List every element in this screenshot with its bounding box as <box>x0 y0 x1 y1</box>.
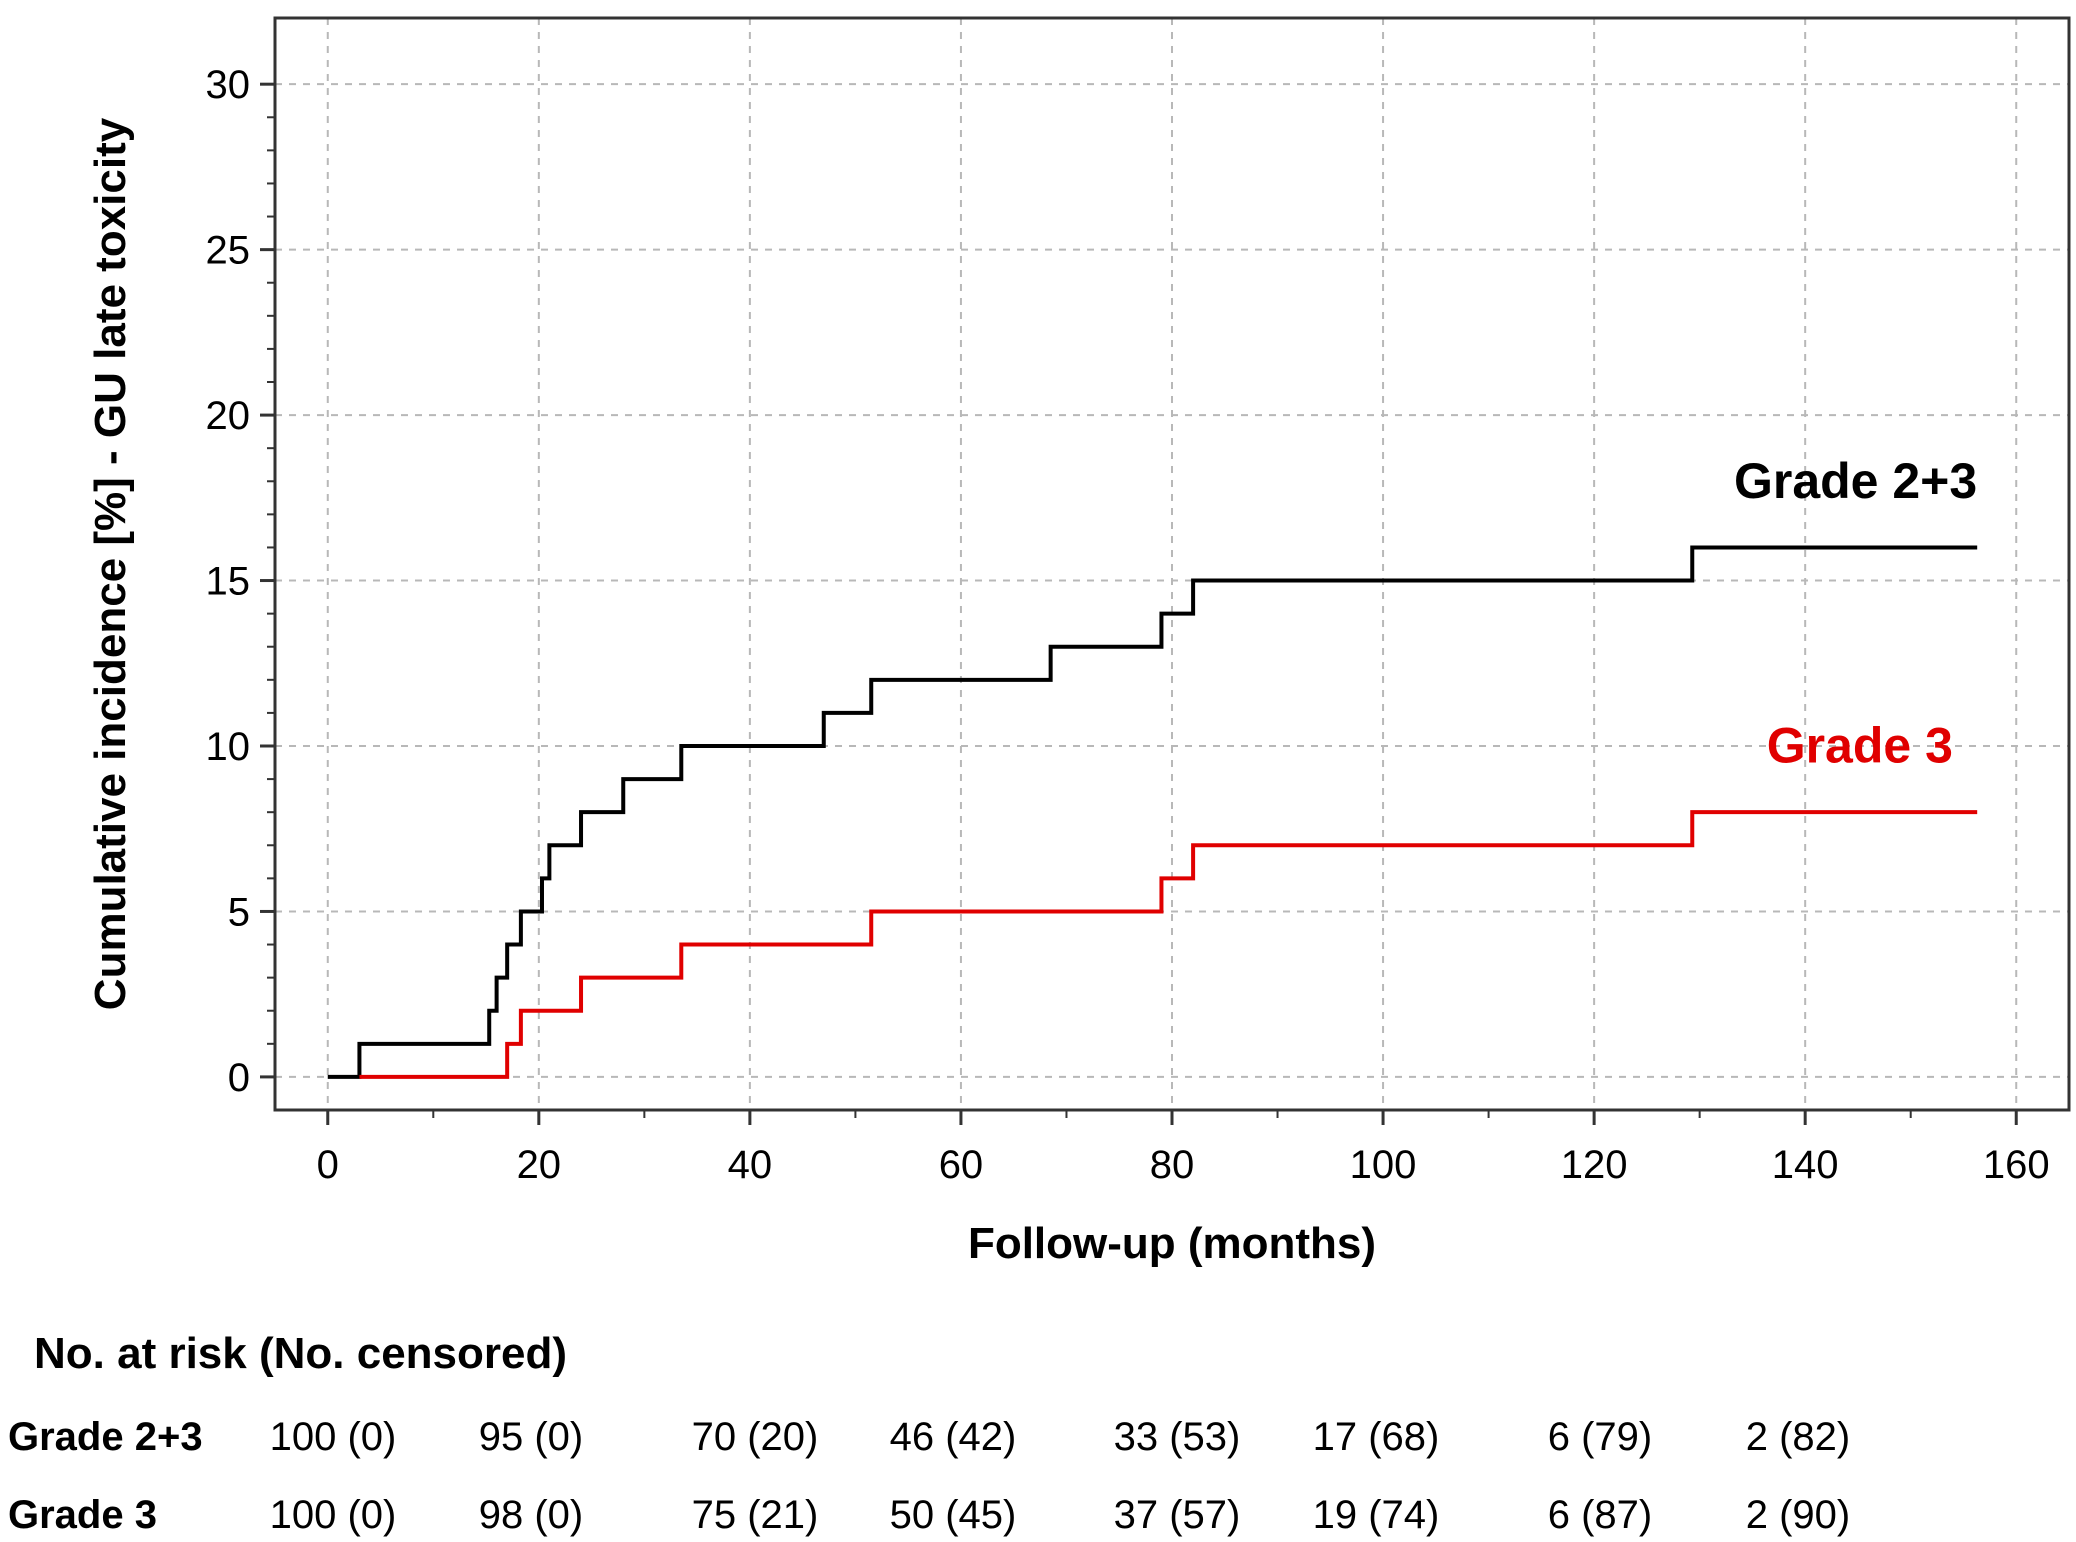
risk-cell: 2 (90) <box>1746 1493 1851 1537</box>
x-tick-label: 120 <box>1561 1143 1628 1187</box>
risk-cell: 100 (0) <box>270 1493 397 1537</box>
y-tick-label: 0 <box>228 1056 250 1100</box>
risk-cell: 70 (20) <box>692 1415 819 1459</box>
x-tick-label: 0 <box>317 1143 339 1187</box>
risk-cell: 95 (0) <box>479 1415 584 1459</box>
risk-cell: 98 (0) <box>479 1493 584 1537</box>
series-line-grade-2-3 <box>327 545 1978 1079</box>
y-axis-title: Cumulative incidence [%] - GU late toxic… <box>86 117 135 1010</box>
x-tick-label: 80 <box>1150 1143 1195 1187</box>
risk-cell: 50 (45) <box>890 1493 1017 1537</box>
risk-cell: 100 (0) <box>270 1415 397 1459</box>
y-tick-label: 20 <box>206 394 251 438</box>
risk-cell: 6 (79) <box>1548 1415 1653 1459</box>
series-labels: Grade 2+3 Grade 3 <box>1734 453 1977 774</box>
risk-row-label: Grade 2+3 <box>8 1415 203 1459</box>
x-tick-label: 60 <box>939 1143 984 1187</box>
series-line-grade-3 <box>359 810 1978 1079</box>
risk-cell: 33 (53) <box>1114 1415 1241 1459</box>
series-label-grade-2-3: Grade 2+3 <box>1734 453 1977 509</box>
series-lines <box>327 545 1978 1079</box>
risk-cell: 17 (68) <box>1313 1415 1440 1459</box>
x-tick-label: 40 <box>728 1143 773 1187</box>
axis-ticks: 0 20 40 60 80 100 120 140 160 0 5 10 15 20 25 30 <box>206 63 2050 1187</box>
x-tick-label: 20 <box>517 1143 562 1187</box>
x-tick-label: 100 <box>1350 1143 1417 1187</box>
x-tick-label: 140 <box>1772 1143 1839 1187</box>
risk-table-title: No. at risk (No. censored) <box>34 1329 567 1378</box>
series-label-grade-3: Grade 3 <box>1767 718 1953 774</box>
y-tick-label: 25 <box>206 229 251 273</box>
risk-row-label: Grade 3 <box>8 1493 157 1537</box>
y-tick-label: 30 <box>206 63 251 107</box>
x-tick-label: 160 <box>1983 1143 2050 1187</box>
risk-cell: 37 (57) <box>1114 1493 1241 1537</box>
risk-cell: 19 (74) <box>1313 1493 1440 1537</box>
risk-cell: 75 (21) <box>692 1493 819 1537</box>
risk-cell: 46 (42) <box>890 1415 1017 1459</box>
y-tick-label: 5 <box>228 890 250 934</box>
risk-cell: 6 (87) <box>1548 1493 1653 1537</box>
y-tick-label: 15 <box>206 560 251 604</box>
grid-lines <box>275 18 2069 1110</box>
risk-table: No. at risk (No. censored) Grade 2+3 100 … <box>8 1329 1850 1537</box>
risk-cell: 2 (82) <box>1746 1415 1851 1459</box>
x-axis-title: Follow-up (months) <box>968 1219 1376 1268</box>
y-tick-label: 10 <box>206 725 251 769</box>
